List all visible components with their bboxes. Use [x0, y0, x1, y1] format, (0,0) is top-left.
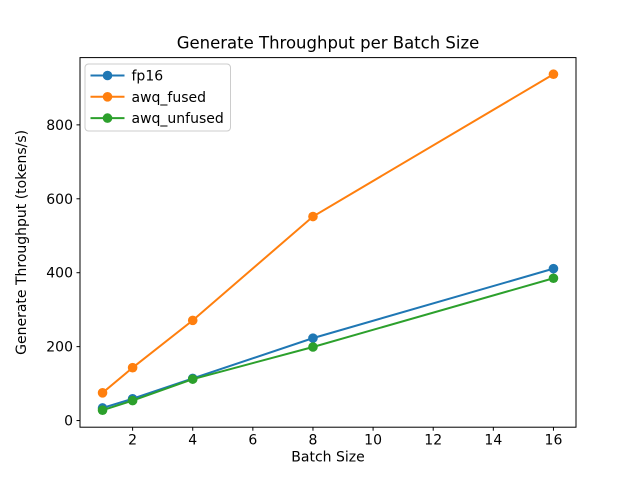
legend-label: awq_fused	[132, 90, 207, 106]
data-point-awq_unfused	[127, 395, 138, 406]
data-point-fp16	[308, 333, 318, 343]
axis-ticks: 2 4 6 8 10 12 14 16 0 200 400 600 800	[46, 118, 562, 449]
y-tick-label: 0	[64, 414, 73, 430]
legend-label: awq_unfused	[132, 111, 224, 127]
x-tick-label: 2	[128, 433, 137, 449]
x-tick-label: 16	[545, 433, 563, 449]
legend-item-fp16: fp16	[90, 69, 164, 85]
y-tick-label: 800	[46, 118, 73, 134]
x-tick-label: 4	[188, 433, 197, 449]
plot-border	[79, 57, 577, 428]
data-point-awq_unfused	[187, 374, 198, 384]
data-point-awq_fused	[308, 211, 318, 222]
data-point-awq_unfused	[548, 273, 559, 284]
legend-label: fp16	[132, 69, 164, 85]
data-point-awq_unfused	[97, 405, 108, 415]
x-tick-label: 8	[309, 433, 318, 449]
y-axis-label: Generate Throughput (tokens/s)	[14, 130, 30, 355]
x-axis-label: Batch Size	[291, 450, 364, 466]
series-layer	[97, 69, 559, 415]
legend: fp16 awq_fused awq_unfused	[84, 63, 231, 132]
series-line-awq_unfused	[101, 277, 555, 412]
legend-item-awq_fused: awq_fused	[90, 90, 207, 106]
x-tick-label: 12	[424, 433, 442, 449]
legend-box	[84, 63, 231, 132]
x-tick-label: 14	[484, 433, 502, 449]
data-point-awq_fused	[97, 388, 108, 398]
y-tick-label: 400	[46, 266, 73, 282]
chart-title: Generate Throughput per Batch Size	[177, 34, 480, 53]
legend-item-awq_unfused: awq_unfused	[90, 111, 224, 127]
x-tick-label: 10	[364, 433, 382, 449]
legend-marker	[102, 92, 113, 102]
data-point-awq_unfused	[308, 342, 318, 352]
y-tick-label: 200	[46, 340, 73, 356]
x-tick-label: 6	[248, 433, 257, 449]
y-tick-label: 600	[46, 192, 73, 208]
data-point-awq_fused	[127, 362, 138, 373]
data-point-fp16	[548, 263, 559, 274]
legend-marker	[102, 113, 113, 123]
legend-marker	[102, 70, 113, 81]
data-point-awq_fused	[187, 315, 198, 326]
data-point-awq_fused	[548, 69, 559, 80]
